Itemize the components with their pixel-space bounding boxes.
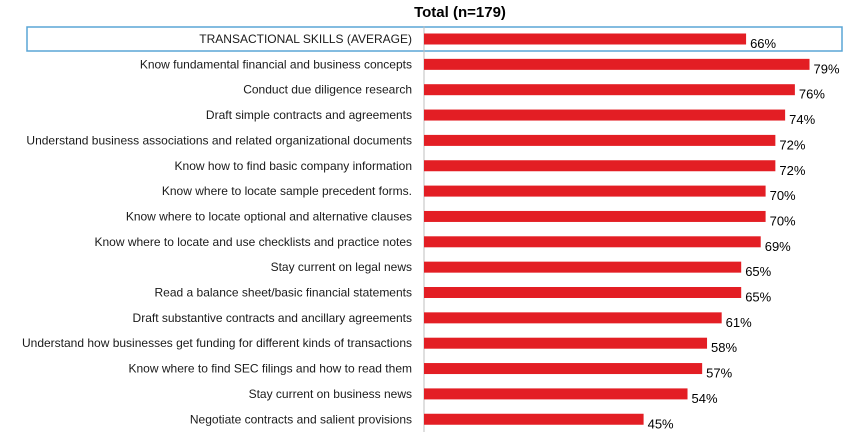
category-label: Negotiate contracts and salient provisio…	[190, 412, 412, 426]
data-label: 72%	[779, 137, 805, 152]
category-label: Know where to locate optional and altern…	[126, 209, 412, 223]
data-label: 79%	[814, 61, 840, 76]
data-label: 72%	[779, 163, 805, 178]
data-label: 69%	[765, 239, 791, 254]
data-label: 66%	[750, 36, 776, 51]
average-highlight-box	[26, 26, 843, 52]
category-label: Understand business associations and rel…	[26, 133, 412, 147]
data-label: 74%	[789, 112, 815, 127]
category-label: Draft simple contracts and agreements	[206, 108, 412, 122]
bar	[424, 236, 761, 248]
bar	[424, 413, 644, 425]
bar	[424, 33, 747, 45]
category-label: Stay current on business news	[249, 387, 412, 401]
category-label: Conduct due diligence research	[243, 83, 412, 97]
bar	[424, 287, 742, 298]
bar	[424, 134, 776, 146]
bar	[424, 185, 766, 197]
bar	[424, 312, 722, 324]
bar	[424, 363, 703, 375]
data-label: 65%	[745, 290, 771, 305]
bar	[424, 58, 810, 70]
data-label: 57%	[706, 366, 732, 381]
data-label: 65%	[745, 264, 771, 279]
data-label: 70%	[770, 188, 796, 203]
bar	[424, 109, 786, 121]
data-label: 70%	[770, 213, 796, 228]
bar	[424, 337, 708, 349]
bar	[424, 160, 776, 172]
category-label: Know fundamental financial and business …	[140, 57, 412, 71]
category-label: Know where to find SEC filings and how t…	[129, 362, 413, 376]
bar	[424, 388, 688, 400]
data-label: 61%	[726, 315, 752, 330]
bar	[424, 261, 742, 273]
data-label: 58%	[711, 340, 737, 355]
bar	[424, 210, 766, 222]
data-label: 54%	[692, 391, 718, 406]
category-label: TRANSACTIONAL SKILLS (AVERAGE)	[199, 32, 412, 46]
chart-title: Total (n=179)	[414, 4, 506, 21]
category-label: Know how to find basic company informati…	[175, 159, 412, 173]
category-label: Know where to locate sample precedent fo…	[162, 184, 412, 198]
category-label: Know where to locate and use checklists …	[94, 235, 412, 249]
category-label: Stay current on legal news	[271, 260, 412, 274]
category-label: Draft substantive contracts and ancillar…	[133, 311, 412, 325]
category-label: Understand how businesses get funding fo…	[22, 336, 412, 350]
bar	[424, 84, 795, 96]
data-label: 45%	[648, 416, 674, 431]
category-label: Read a balance sheet/basic financial sta…	[155, 286, 413, 300]
data-label: 76%	[799, 87, 825, 102]
